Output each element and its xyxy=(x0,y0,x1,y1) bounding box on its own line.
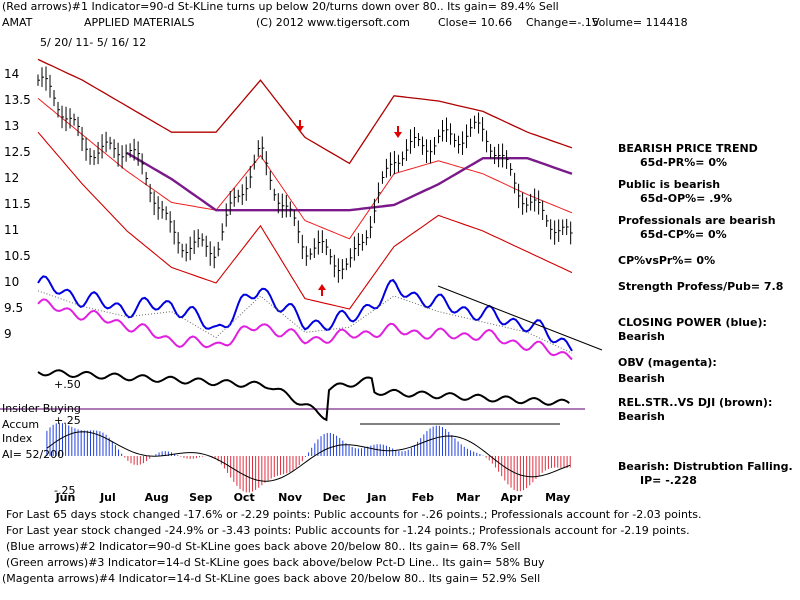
x-tick-label: Oct xyxy=(233,491,255,504)
date-range: 5/ 20/ 11- 5/ 16/ 12 xyxy=(40,36,147,49)
minus25-label: -.25 xyxy=(54,484,76,497)
rel-status: Bearish xyxy=(618,410,665,423)
obv-title: OBV (magenta): xyxy=(618,356,717,369)
pr-value: 65d-PR%= 0% xyxy=(640,156,728,169)
rel-title: REL.STR..VS DJI (brown): xyxy=(618,396,773,409)
accum-average-line xyxy=(46,431,571,482)
cp-status: Bearish xyxy=(618,330,665,343)
close-value: Close= 10.66 xyxy=(438,16,513,29)
public-title: Public is bearish xyxy=(618,178,721,191)
y-tick-label: 10.5 xyxy=(4,249,31,263)
change-value: Change=-.15 xyxy=(526,16,599,29)
purple-average-line xyxy=(126,151,573,212)
x-tick-label: Nov xyxy=(278,491,303,504)
obv-status: Bearish xyxy=(618,372,665,385)
y-tick-label: 9.5 xyxy=(4,301,24,315)
x-tick-label: Dec xyxy=(322,491,346,504)
y-tick-label: 11.5 xyxy=(4,197,31,211)
y-tick-label: 13.5 xyxy=(4,93,31,107)
footer-line3: (Blue arrows)#2 Indicator=90-d St-KLine … xyxy=(6,540,521,553)
x-tick-label: Jan xyxy=(367,491,387,504)
x-tick-label: Mar xyxy=(456,491,480,504)
y-tick-label: 13 xyxy=(4,119,20,133)
upper-band-line xyxy=(37,58,573,165)
ai-label: AI= 52/200 xyxy=(2,448,65,461)
red-arrow-dec-head xyxy=(318,284,326,290)
plus50-label: +.50 xyxy=(54,378,81,391)
footer-line2: For Last year stock changed -24.9% or -3… xyxy=(6,524,690,537)
ticker: AMAT xyxy=(2,16,33,29)
strength-value: Strength Profess/Pub= 7.8 xyxy=(618,280,784,293)
insider-label: Insider Buying xyxy=(2,402,81,415)
x-tick-label: Apr xyxy=(500,491,523,504)
closing-power-line xyxy=(37,275,573,352)
volume-value: Volume= 114418 xyxy=(592,16,688,29)
x-tick-label: Jun xyxy=(55,491,76,504)
plus25-label: +.25 xyxy=(54,414,81,427)
footer-line5: (Magenta arrows)#4 Indicator=14-d St-KLi… xyxy=(2,572,541,585)
x-tick-label: Jul xyxy=(100,491,116,504)
footer-line4: (Green arrows)#3 Indicator=14-d St-KLine… xyxy=(6,556,545,569)
cp-title: CLOSING POWER (blue): xyxy=(618,316,767,329)
trend-title: BEARISH PRICE TREND xyxy=(618,142,758,155)
ip-value: IP= -.228 xyxy=(640,474,697,487)
y-tick-label: 9 xyxy=(4,327,12,341)
y-tick-label: 12 xyxy=(4,171,20,185)
obv-line xyxy=(37,298,573,361)
y-tick-label: 14 xyxy=(4,67,20,81)
y-tick-label: 12.5 xyxy=(4,145,31,159)
copyright: (C) 2012 www.tigersoft.com xyxy=(256,16,410,29)
index-label: Index xyxy=(2,432,33,445)
red-arrow-nov-head xyxy=(296,126,304,132)
red-arrow-jan-head xyxy=(394,132,402,138)
x-tick-label: Sep xyxy=(189,491,213,504)
company-name: APPLIED MATERIALS xyxy=(84,16,195,29)
inner-average-line xyxy=(37,98,573,240)
y-tick-label: 10 xyxy=(4,275,20,289)
cp-trendline xyxy=(437,285,603,351)
cpvspr-value: CP%vsPr%= 0% xyxy=(618,254,716,267)
pro-title: Professionals are bearish xyxy=(618,214,776,227)
x-tick-label: Feb xyxy=(411,491,434,504)
y-tick-label: 11 xyxy=(4,223,20,237)
lower-band-line xyxy=(37,131,573,310)
footer-line1: For Last 65 days stock changed -17.6% or… xyxy=(6,508,702,521)
x-tick-label: May xyxy=(545,491,571,504)
x-tick-label: Aug xyxy=(144,491,169,504)
header-line1: (Red arrows)#1 Indicator=90-d St-KLine t… xyxy=(2,0,559,13)
dist-title: Bearish: Distrubtion Falling. xyxy=(618,460,793,473)
cp-value: 65d-CP%= 0% xyxy=(640,228,727,241)
accum-label: Accum xyxy=(2,418,40,431)
op-value: 65d-OP%= .9% xyxy=(640,192,733,205)
relative-strength-line xyxy=(37,369,570,422)
